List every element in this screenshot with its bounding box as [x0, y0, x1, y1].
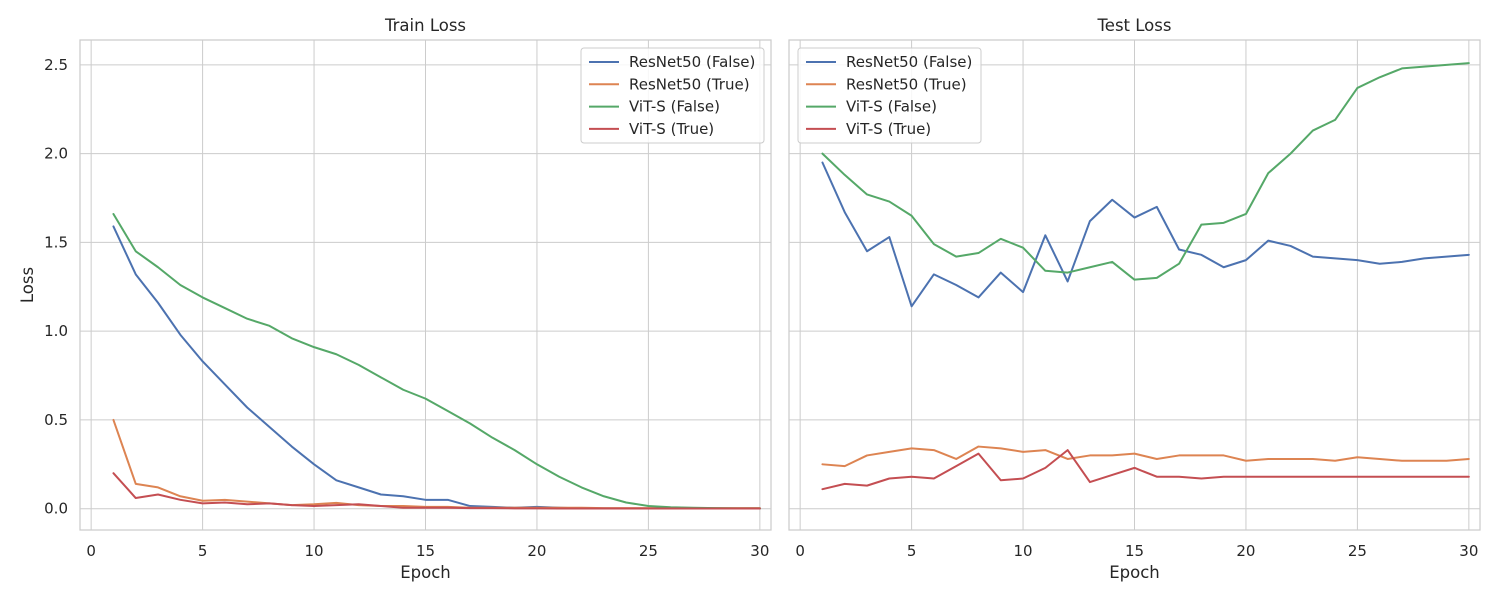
- chart-1-legend-entry: ResNet50 (False): [846, 53, 972, 71]
- chart-0-x-tick-label: 20: [527, 542, 546, 560]
- chart-0-legend-entry: ViT-S (False): [629, 98, 720, 116]
- chart-1-series-line-0: [821, 161, 1470, 308]
- chart-0-x-tick-label: 25: [639, 542, 658, 560]
- chart-1-legend: [797, 47, 982, 144]
- chart-0-x-tick-label: 10: [305, 542, 324, 560]
- chart-1-x-tick-label: 25: [1348, 542, 1367, 560]
- chart-0-legend-entry: ResNet50 (True): [629, 75, 750, 93]
- chart-0-series-line-3: [112, 472, 761, 510]
- chart-0-y-tick-label: 2.0: [44, 145, 68, 163]
- chart-1-title: Test Loss: [1097, 16, 1172, 35]
- test-loss-panel: 0 5 10 15 20 25 30 Test Loss Epoch ResNet50 (Fals…: [788, 16, 1481, 582]
- chart-0-y-tick-label: 1.0: [44, 322, 68, 340]
- chart-0-y-tick-label: 1.5: [44, 233, 68, 251]
- chart-0-x-tick-label: 5: [198, 542, 208, 560]
- chart-1-x-tick-label: 10: [1014, 542, 1033, 560]
- chart-1-x-tick-label: 5: [907, 542, 917, 560]
- chart-1-x-tick-label: 20: [1236, 542, 1255, 560]
- chart-1-legend-entry: ViT-S (True): [846, 120, 931, 138]
- chart-0-y-tick-label: 0.5: [44, 411, 68, 429]
- chart-0-legend: [580, 47, 765, 144]
- chart-1-x-tick-label: 0: [795, 542, 805, 560]
- chart-0-x-tick-label: 0: [86, 542, 96, 560]
- chart-1-series-line-3: [821, 449, 1470, 491]
- chart-0-x-tick-label: 30: [750, 542, 769, 560]
- chart-0-y-axis-label: Loss: [18, 267, 37, 303]
- chart-1-legend-entry: ViT-S (False): [846, 98, 937, 116]
- chart-0-y-tick-label: 0.0: [44, 500, 68, 518]
- train-loss-panel: 0 5 10 15 20 25 30 0.0 0.5 1.0 1.5 2.0 2.5 Train Loss…: [18, 16, 772, 582]
- chart-0-x-axis-label: Epoch: [400, 563, 451, 582]
- chart-0-title: Train Loss: [384, 16, 466, 35]
- chart-1-x-tick-label: 30: [1459, 542, 1478, 560]
- chart-0-legend-entry: ResNet50 (False): [629, 53, 755, 71]
- chart-1-x-tick-label: 15: [1125, 542, 1144, 560]
- chart-0-x-tick-label: 15: [416, 542, 435, 560]
- chart-0-legend-entry: ViT-S (True): [629, 120, 714, 138]
- chart-1-legend-entry: ResNet50 (True): [846, 75, 967, 93]
- chart-1-x-axis-label: Epoch: [1109, 563, 1160, 582]
- chart-1-series-line-1: [821, 445, 1470, 468]
- chart-0-series-line-2: [112, 212, 761, 510]
- chart-0-y-tick-label: 2.5: [44, 56, 68, 74]
- chart-1-series-line-2: [821, 62, 1470, 281]
